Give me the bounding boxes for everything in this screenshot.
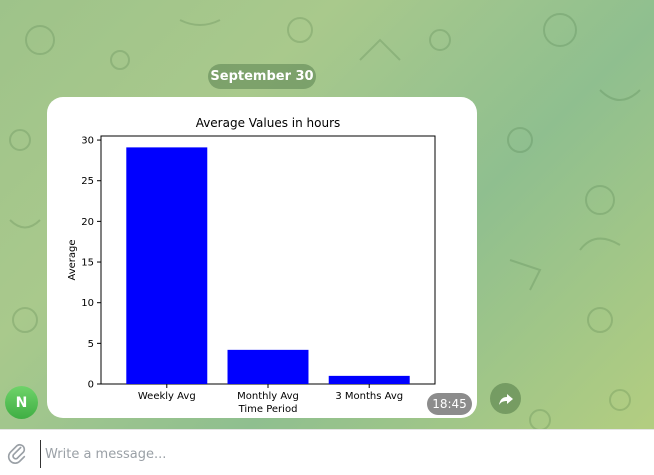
message-time: 18:45 bbox=[427, 393, 472, 415]
bar-0 bbox=[126, 147, 208, 384]
forward-button[interactable] bbox=[490, 383, 521, 414]
bar-2 bbox=[328, 375, 410, 384]
x-tick-label: 3 Months Avg bbox=[335, 391, 403, 402]
y-tick-label: 20 bbox=[81, 217, 94, 228]
x-axis-label: Time Period bbox=[238, 404, 298, 415]
y-tick-label: 15 bbox=[81, 258, 94, 269]
date-separator: September 30 bbox=[208, 64, 316, 89]
x-tick-label: Monthly Avg bbox=[237, 391, 299, 402]
y-tick-label: 10 bbox=[81, 298, 94, 309]
bar-chart: Weekly Avg Monthly Avg 3 Months Avg 0 5 10 15 2… bbox=[67, 116, 436, 415]
forward-icon bbox=[498, 393, 513, 405]
y-tick-label: 30 bbox=[81, 136, 94, 147]
chart-title: Average Values in hours bbox=[196, 116, 341, 130]
y-tick-label: 5 bbox=[88, 339, 94, 350]
bar-1 bbox=[227, 349, 309, 384]
message-bubble[interactable]: Weekly Avg Monthly Avg 3 Months Avg 0 5 10 15 2… bbox=[47, 97, 477, 418]
sender-avatar[interactable]: N bbox=[5, 386, 38, 419]
y-tick-label: 25 bbox=[81, 176, 94, 187]
message-input[interactable] bbox=[40, 440, 607, 468]
message-composer bbox=[0, 429, 654, 475]
y-tick-label: 0 bbox=[88, 380, 94, 391]
y-axis-label: Average bbox=[67, 239, 78, 280]
x-tick-label: Weekly Avg bbox=[138, 391, 196, 402]
paperclip-icon[interactable] bbox=[6, 442, 28, 464]
